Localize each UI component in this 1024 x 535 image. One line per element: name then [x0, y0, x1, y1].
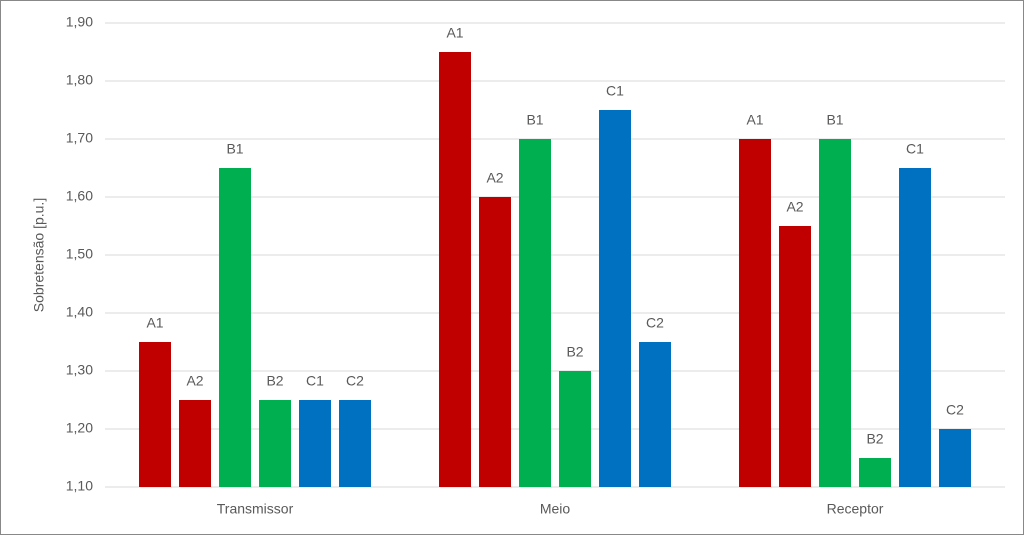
data-label: B1 [226, 141, 243, 157]
y-tick-label: 1,60 [66, 188, 93, 204]
bar [559, 371, 591, 487]
x-tick-label: Meio [540, 501, 571, 517]
bar [939, 429, 971, 487]
y-tick-label: 1,10 [66, 478, 93, 494]
data-label: A1 [146, 315, 163, 331]
y-tick-label: 1,70 [66, 130, 93, 146]
bar [179, 400, 211, 487]
data-label: A1 [746, 112, 763, 128]
bar [779, 226, 811, 487]
data-label: B2 [266, 373, 283, 389]
data-label: C2 [646, 315, 664, 331]
x-tick-label: Transmissor [217, 501, 294, 517]
bar [439, 52, 471, 487]
data-label: B1 [826, 112, 843, 128]
data-label: A2 [186, 373, 203, 389]
y-tick-label: 1,30 [66, 362, 93, 378]
data-label: C1 [606, 83, 624, 99]
bar [339, 400, 371, 487]
data-label: A2 [786, 199, 803, 215]
data-label: B2 [866, 431, 883, 447]
bar [479, 197, 511, 487]
y-tick-label: 1,80 [66, 72, 93, 88]
y-tick-label: 1,40 [66, 304, 93, 320]
data-label: C1 [306, 373, 324, 389]
bar [819, 139, 851, 487]
y-tick-label: 1,50 [66, 246, 93, 262]
bar [859, 458, 891, 487]
bar [599, 110, 631, 487]
data-label: C2 [346, 373, 364, 389]
data-label: B2 [566, 344, 583, 360]
y-tick-label: 1,90 [66, 14, 93, 30]
bar [219, 168, 251, 487]
bar [139, 342, 171, 487]
y-tick-label: 1,20 [66, 420, 93, 436]
data-label: C1 [906, 141, 924, 157]
data-label: A1 [446, 25, 463, 41]
bar [899, 168, 931, 487]
data-label: A2 [486, 170, 503, 186]
bar [639, 342, 671, 487]
bar [259, 400, 291, 487]
data-label: C2 [946, 402, 964, 418]
bar [519, 139, 551, 487]
bar [299, 400, 331, 487]
x-tick-label: Receptor [827, 501, 884, 517]
y-axis-label: Sobretensão [p.u.] [31, 198, 47, 312]
data-label: B1 [526, 112, 543, 128]
bar [739, 139, 771, 487]
